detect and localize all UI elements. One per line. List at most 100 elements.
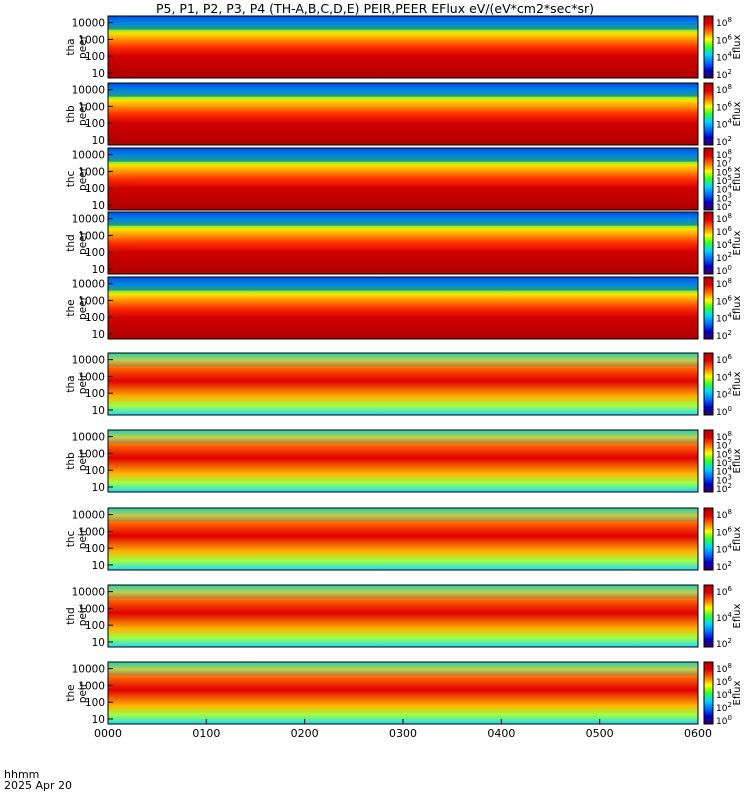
panel-thd-peir — [107, 584, 714, 648]
colorbar-tick-label: 104 — [716, 118, 732, 131]
y-tick-label: 10 — [92, 264, 105, 276]
colorbar-tick-label: 108 — [716, 662, 732, 675]
colorbar — [703, 147, 714, 211]
y-tick-label: 10 — [92, 68, 105, 80]
colorbar-tick-label: 102 — [716, 135, 732, 148]
colorbar-tick-label: 108 — [716, 508, 732, 521]
colorbar-tick-label: 102 — [716, 251, 732, 264]
noise-band — [108, 353, 698, 367]
y-axis-label-probe: thb — [65, 452, 77, 470]
y-axis-label-probe: thd — [65, 607, 77, 624]
x-tick-label: 0100 — [192, 727, 220, 740]
panel-frame — [107, 211, 699, 275]
colorbar-tick-label: 104 — [716, 238, 732, 251]
panel-frame — [107, 584, 699, 648]
panel-frame — [107, 15, 699, 79]
colorbar-label: Eflux — [732, 448, 743, 473]
noise-band — [108, 16, 698, 30]
y-tick-label: 10000 — [72, 664, 105, 676]
panel-thb-peer — [107, 82, 714, 146]
noise-band — [108, 662, 698, 676]
figure-title: P5, P1, P2, P3, P4 (TH-A,B,C,D,E) PEIR,P… — [155, 1, 595, 16]
y-tick-label: 10 — [92, 405, 105, 417]
panel-frame — [107, 429, 699, 493]
y-tick-label: 10000 — [72, 279, 105, 291]
panel-tha-peer — [107, 15, 714, 79]
y-axis-label-species: peer — [77, 295, 89, 320]
y-axis-label-species: peir — [77, 682, 89, 703]
y-tick-label: 100 — [85, 312, 105, 324]
colorbar-tick-label: 106 — [716, 33, 732, 46]
colorbar-tick-label: 106 — [716, 585, 732, 598]
colorbar-tick-label: 106 — [716, 294, 732, 307]
colorbar — [703, 352, 714, 416]
y-tick-label: 1000 — [78, 295, 105, 307]
colorbar-tick-label: 104 — [716, 51, 732, 64]
panel-the-peir — [107, 661, 714, 725]
y-axis-label-species: peer — [77, 34, 89, 59]
y-tick-label: 1000 — [78, 603, 105, 615]
panel-thc-peer — [107, 147, 714, 211]
colorbar-tick-label: 108 — [716, 16, 732, 29]
colorbar-label: Eflux — [732, 230, 743, 255]
y-tick-label: 10000 — [72, 214, 105, 226]
spectrogram-image — [108, 430, 698, 492]
date-label: 2025 Apr 20 — [4, 779, 73, 792]
colorbar-label: Eflux — [732, 34, 743, 59]
colorbar-label: Eflux — [732, 166, 743, 191]
y-tick-label: 100 — [85, 247, 105, 259]
y-axis-label-species: peir — [77, 605, 89, 626]
y-tick-label: 100 — [85, 697, 105, 709]
y-tick-label: 100 — [85, 118, 105, 130]
spectrogram-image — [108, 508, 698, 570]
spectrogram-image — [108, 353, 698, 415]
colorbar-tick-label: 100 — [716, 714, 732, 727]
y-tick-label: 1000 — [78, 34, 105, 46]
y-tick-label: 10000 — [72, 355, 105, 367]
panel-thb-peir — [107, 429, 714, 493]
colorbar-tick-label: 100 — [716, 405, 732, 418]
colorbar-tick-label: 102 — [716, 701, 732, 714]
x-tick-label: 0400 — [487, 727, 515, 740]
panel-frame — [107, 82, 699, 146]
colorbar-label: Eflux — [732, 680, 743, 705]
colorbar-tick-label: 106 — [716, 353, 732, 366]
noise-band — [108, 148, 698, 162]
colorbar-tick-label: 104 — [716, 611, 732, 624]
x-tick-label: 0600 — [684, 727, 712, 740]
panel-thc-peir — [107, 507, 714, 571]
colorbar-tick-label: 104 — [716, 688, 732, 701]
y-tick-label: 10000 — [72, 432, 105, 444]
panel-tha-peir — [107, 352, 714, 416]
y-axis-label-probe: tha — [65, 38, 77, 55]
noise-band — [108, 430, 698, 444]
y-tick-label: 10 — [92, 135, 105, 147]
y-tick-label: 1000 — [78, 371, 105, 383]
y-tick-label: 100 — [85, 51, 105, 63]
y-tick-label: 100 — [85, 465, 105, 477]
y-tick-label: 10 — [92, 714, 105, 726]
y-tick-label: 100 — [85, 183, 105, 195]
noise-band — [108, 83, 698, 97]
y-axis-label-probe: the — [65, 299, 77, 316]
y-tick-label: 10 — [92, 200, 105, 212]
noise-band — [108, 212, 698, 226]
noise-band — [108, 277, 698, 291]
y-tick-label: 10 — [92, 560, 105, 572]
colorbar-tick-label: 106 — [716, 225, 732, 238]
colorbar-tick-label: 100 — [716, 264, 732, 277]
time-axis-label: hhmm — [4, 768, 40, 781]
y-axis-label-species: peir — [77, 528, 89, 549]
colorbar-tick-label: 102 — [716, 68, 732, 81]
y-axis-label-probe: thb — [65, 105, 77, 123]
colorbar-tick-label: 108 — [716, 277, 732, 290]
colorbar — [703, 507, 714, 571]
panel-frame — [107, 352, 699, 416]
y-tick-label: 1000 — [78, 526, 105, 538]
x-tick-label: 0000 — [94, 727, 122, 740]
colorbar — [703, 276, 714, 340]
panel-frame — [107, 147, 699, 211]
colorbar — [703, 82, 714, 146]
